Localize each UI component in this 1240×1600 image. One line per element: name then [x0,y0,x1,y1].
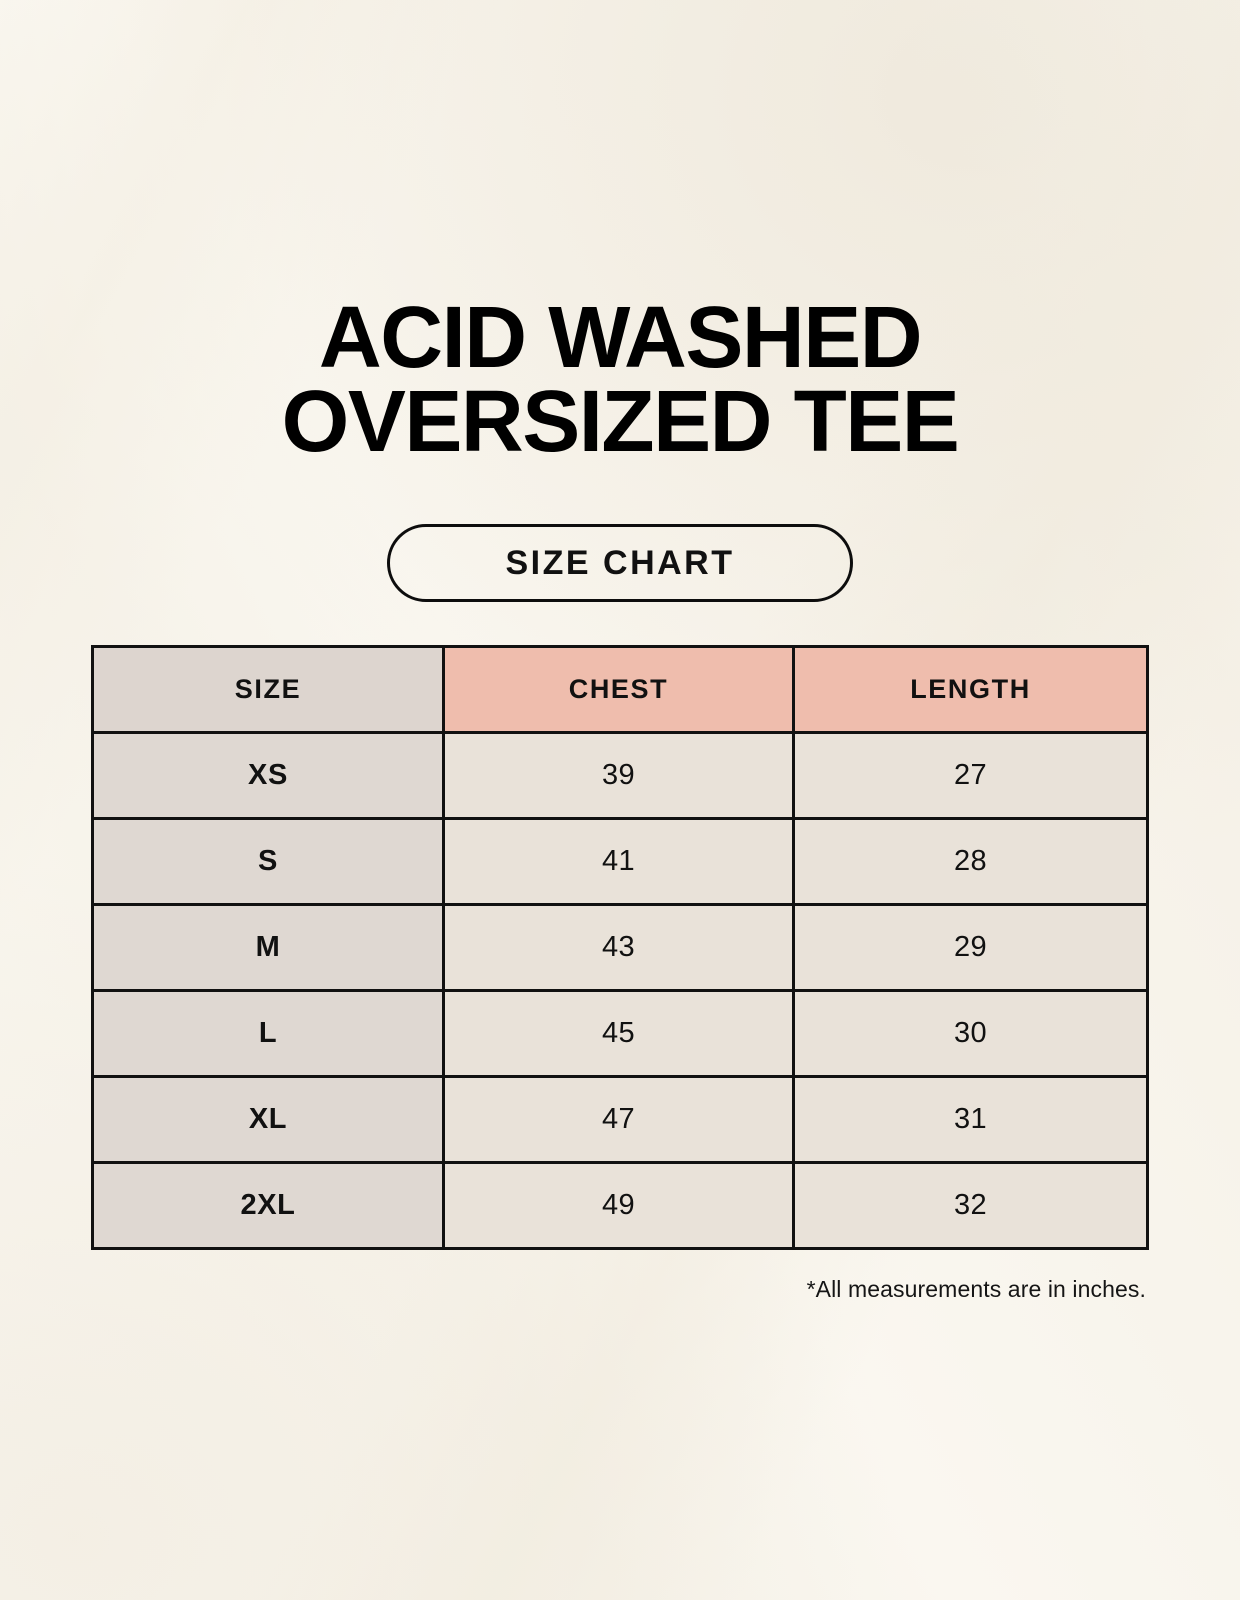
size-chart-badge-label: SIZE CHART [505,544,735,582]
cell-length: 28 [792,817,1149,906]
cell-length: 32 [792,1161,1149,1250]
table-row: 2XL 49 32 [91,1161,1149,1250]
table-row: XL 47 31 [91,1075,1149,1164]
cell-length: 31 [792,1075,1149,1164]
cell-size: XS [91,731,445,820]
cell-chest: 39 [442,731,795,820]
cell-size: S [91,817,445,906]
cell-size: XL [91,1075,445,1164]
size-table: SIZE CHEST LENGTH XS 39 27 S 41 28 M [91,645,1149,1250]
table-row: XS 39 27 [91,731,1149,820]
column-header-chest: CHEST [442,645,795,734]
cell-size: M [91,903,445,992]
table-row: S 41 28 [91,817,1149,906]
column-header-length: LENGTH [792,645,1149,734]
size-table-wrapper: SIZE CHEST LENGTH XS 39 27 S 41 28 M [91,645,1149,1250]
cell-length: 30 [792,989,1149,1078]
title-line-1: ACID WASHED [318,289,923,386]
page-title: ACID WASHED OVERSIZED TEE [0,289,1240,470]
cell-chest: 49 [442,1161,795,1250]
cell-size: 2XL [91,1161,445,1250]
cell-size: L [91,989,445,1078]
title-line-2: OVERSIZED TEE [281,373,960,470]
cell-chest: 41 [442,817,795,906]
cell-chest: 43 [442,903,795,992]
column-header-size: SIZE [91,645,445,734]
size-chart-badge: SIZE CHART [387,524,853,602]
cell-chest: 47 [442,1075,795,1164]
size-chart-badge-wrapper: SIZE CHART [0,524,1240,602]
cell-length: 27 [792,731,1149,820]
table-header-row: SIZE CHEST LENGTH [91,645,1149,734]
table-row: L 45 30 [91,989,1149,1078]
cell-chest: 45 [442,989,795,1078]
cell-length: 29 [792,903,1149,992]
table-row: M 43 29 [91,903,1149,992]
measurements-footnote: *All measurements are in inches. [806,1276,1146,1302]
